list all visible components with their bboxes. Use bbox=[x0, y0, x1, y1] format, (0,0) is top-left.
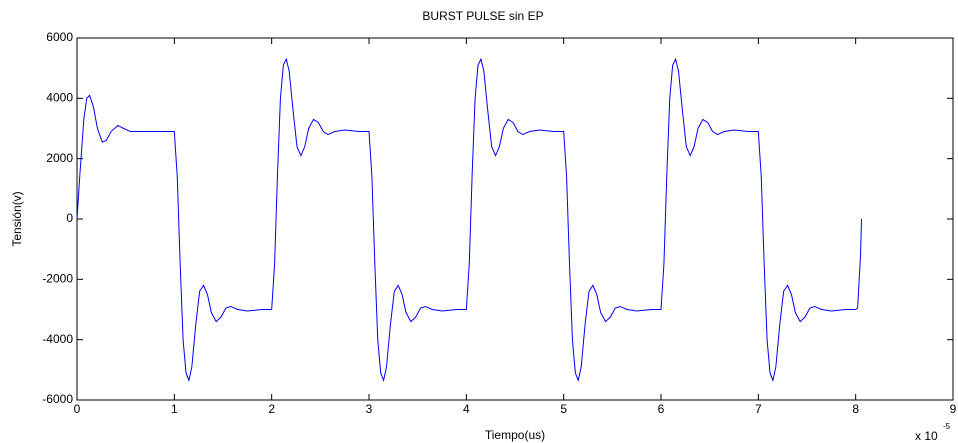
y-tick-label: -4000 bbox=[42, 332, 73, 346]
x-tick-label: 6 bbox=[658, 402, 665, 416]
y-axis-label: Tensión(v) bbox=[10, 191, 24, 246]
y-tick-label: 4000 bbox=[46, 91, 73, 105]
x-tick-label: 3 bbox=[366, 402, 373, 416]
x-tick-label: 7 bbox=[755, 402, 762, 416]
x-tick-label: 9 bbox=[950, 402, 957, 416]
x-multiplier: x 10 bbox=[915, 429, 938, 443]
plot-area bbox=[76, 37, 954, 401]
chart-title: BURST PULSE sin EP bbox=[422, 9, 543, 23]
x-tick-label: 1 bbox=[171, 402, 178, 416]
x-multiplier-exponent: -5 bbox=[943, 422, 951, 431]
x-axis-label: Tiempo(us) bbox=[485, 428, 545, 442]
y-tick-label: 0 bbox=[66, 211, 73, 225]
x-tick-label: 4 bbox=[463, 402, 470, 416]
line-series bbox=[76, 57, 863, 383]
y-tick-label: 6000 bbox=[46, 30, 73, 44]
x-tick-label: 2 bbox=[268, 402, 275, 416]
x-tick-label: 8 bbox=[852, 402, 859, 416]
x-tick-label: 0 bbox=[74, 402, 81, 416]
y-tick-label: 2000 bbox=[46, 151, 73, 165]
x-tick-label: 5 bbox=[560, 402, 567, 416]
y-tick-label: -6000 bbox=[42, 392, 73, 406]
y-tick-label: -2000 bbox=[42, 272, 73, 286]
